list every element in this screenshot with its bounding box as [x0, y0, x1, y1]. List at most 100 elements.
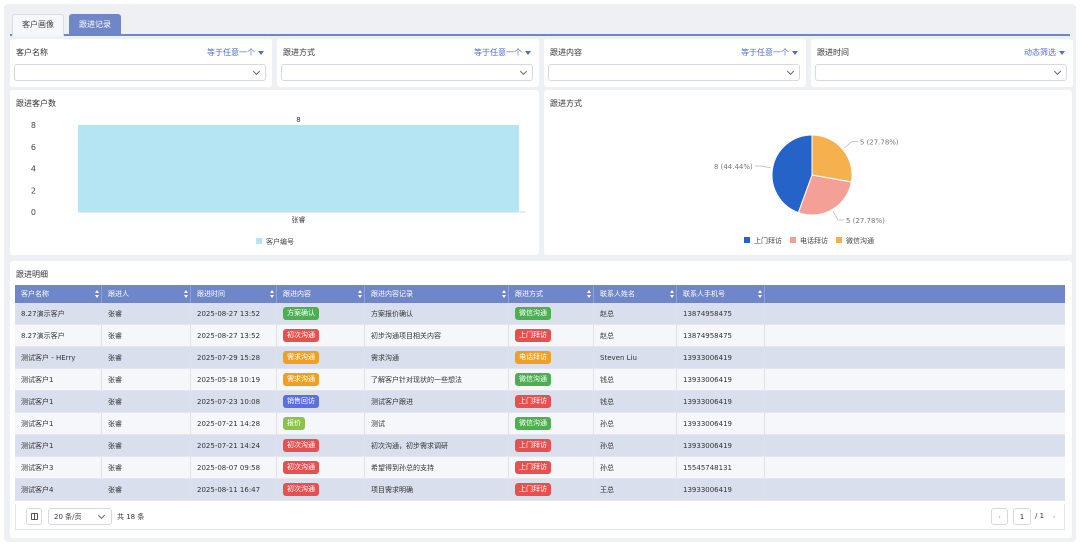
page-size-select[interactable]: 20 条/页: [48, 508, 112, 525]
table-row[interactable]: 测试客户1 张睿 2025-05-18 10:19 需求沟通 了解客户针对现状的一些想法…: [15, 369, 1065, 391]
col-time: 2025-07-21 14:24: [191, 435, 277, 456]
col-time: 2025-07-23 10:08: [191, 391, 277, 412]
y-tick-label: 6: [31, 143, 36, 152]
header-col-time[interactable]: 跟进时间: [191, 285, 277, 303]
row-filler: [765, 457, 1065, 478]
header-col-owner[interactable]: 跟进人: [102, 285, 191, 303]
header-col-content[interactable]: 跟进内容: [277, 285, 365, 303]
filter-select[interactable]: [281, 64, 533, 81]
header-col-method[interactable]: 跟进方式: [509, 285, 594, 303]
cell-text: 赵总: [600, 309, 614, 318]
filter-select[interactable]: [548, 64, 800, 81]
col-method: 上门拜访: [509, 457, 594, 478]
col-time: 2025-07-29 15:28: [191, 347, 277, 368]
prev-page-button[interactable]: ‹: [991, 508, 1008, 525]
cell-text: Steven Liu: [600, 353, 637, 362]
cell-text: 钱总: [600, 397, 614, 406]
method-tag: 上门拜访: [515, 483, 551, 496]
header-col-contact-phone[interactable]: 联系人手机号: [677, 285, 765, 303]
col-time: 2025-08-27 13:52: [191, 325, 277, 346]
col-method: 上门拜访: [509, 391, 594, 412]
row-filler: [765, 369, 1065, 390]
table-header-row: 客户名称 跟进人 跟进时间 跟进内容 跟进内容记录 跟进方式 联系人姓名 联系人手机号: [15, 285, 1065, 303]
table-row[interactable]: 8.27演示客户 张睿 2025-08-27 13:52 方案确认 方案报价确认 微信沟通…: [15, 303, 1065, 325]
filter-select[interactable]: [815, 64, 1067, 81]
next-page-button[interactable]: ›: [1047, 508, 1061, 525]
cell-text: 初次沟通，初步需求调研: [371, 441, 448, 450]
cell-text: 项目需求明确: [371, 485, 413, 494]
y-tick-label: 2: [31, 186, 36, 195]
cell-text: 赵总: [600, 331, 614, 340]
col-content: 需求沟通: [277, 369, 365, 390]
col-content: 初次沟通: [277, 325, 365, 346]
col-owner: 张睿: [102, 391, 191, 412]
col-method: 上门拜访: [509, 325, 594, 346]
col-method: 电话拜访: [509, 347, 594, 368]
header-col-record[interactable]: 跟进内容记录: [365, 285, 509, 303]
col-content: 初次沟通: [277, 479, 365, 500]
method-tag: 上门拜访: [515, 329, 551, 342]
filter-select[interactable]: [14, 64, 266, 81]
content-tag: 销售回访: [283, 395, 319, 408]
cell-text: 2025-08-27 13:52: [197, 331, 261, 340]
filter-label: 跟进时间: [817, 48, 849, 57]
filter-operator-label: 等于任意一个: [741, 48, 789, 57]
table-row[interactable]: 测试客户1 张睿 2025-07-23 10:08 销售回访 测试客户跟进 上门拜访 钱总 1…: [15, 391, 1065, 413]
cell-text: 2025-07-21 14:24: [197, 441, 261, 450]
table-row[interactable]: 8.27演示客户 张睿 2025-08-27 13:52 初次沟通 初步沟通项目相关内容…: [15, 325, 1065, 347]
cell-text: 测试客户跟进: [371, 397, 413, 406]
col-time: 2025-08-11 16:47: [191, 479, 277, 500]
col-content: 方案确认: [277, 303, 365, 324]
header-col-contact-name[interactable]: 联系人姓名: [594, 285, 677, 303]
cell-text: 13933006419: [683, 397, 732, 406]
col-owner: 张睿: [102, 457, 191, 478]
cell-text: 钱总: [600, 375, 614, 384]
method-tag: 微信沟通: [515, 373, 551, 386]
legend-swatch: [790, 237, 796, 243]
col-record: 初步沟通项目相关内容: [365, 325, 509, 346]
table-row[interactable]: 测试客户1 张睿 2025-07-21 14:28 报价 测试 微信沟通 孙总 1393300…: [15, 413, 1065, 435]
filter-operator-dropdown[interactable]: 等于任意一个: [741, 47, 798, 58]
chevron-down-icon: [1053, 67, 1062, 76]
col-contact-name: 孙总: [594, 413, 677, 434]
col-record: 了解客户针对现状的一些想法: [365, 369, 509, 390]
header-label: 跟进人: [108, 290, 129, 298]
cell-text: 测试客户 - HErry: [21, 353, 76, 362]
filter-operator-label: 动态筛选: [1024, 48, 1056, 57]
filter-operator-dropdown[interactable]: 动态筛选: [1024, 47, 1065, 58]
content-tag: 初次沟通: [283, 439, 319, 452]
col-contact-phone: 13933006419: [677, 347, 765, 368]
cell-text: 13874958475: [683, 331, 732, 340]
header-col-customer-name[interactable]: 客户名称: [15, 285, 102, 303]
cell-text: 测试客户1: [21, 397, 54, 406]
tab-customer-profile[interactable]: 客户画像: [12, 14, 64, 36]
cell-text: 13933006419: [683, 485, 732, 494]
col-time: 2025-05-18 10:19: [191, 369, 277, 390]
cell-text: 孙总: [600, 441, 614, 450]
filter-operator-dropdown[interactable]: 等于任意一个: [207, 47, 264, 58]
cell-text: 15545748131: [683, 463, 732, 472]
legend-label: 微信沟通: [846, 236, 874, 245]
cell-text: 8.27演示客户: [21, 331, 65, 340]
cell-text: 王总: [600, 485, 614, 494]
current-page: 1: [1019, 512, 1025, 521]
table-row[interactable]: 测试客户4 张睿 2025-08-11 16:47 初次沟通 项目需求明确 上门拜访 王总 1…: [15, 479, 1065, 501]
tab-follow-up-records[interactable]: 跟进记录: [69, 14, 121, 36]
column-settings-button[interactable]: [26, 508, 42, 525]
page-number-input[interactable]: 1: [1013, 508, 1031, 525]
filter-operator-dropdown[interactable]: 等于任意一个: [474, 47, 531, 58]
col-time: 2025-08-07 09:58: [191, 457, 277, 478]
total-count: 共 18 条: [117, 513, 145, 521]
table-row[interactable]: 测试客户3 张睿 2025-08-07 09:58 初次沟通 希望得到孙总的支持 上门拜访…: [15, 457, 1065, 479]
panel-title: 跟进方式: [550, 99, 582, 108]
cell-text: 张睿: [108, 463, 122, 472]
legend-label: 客户编号: [266, 237, 294, 246]
cell-text: 张睿: [108, 309, 122, 318]
col-method: 微信沟通: [509, 303, 594, 324]
col-customer-name: 测试客户 - HErry: [15, 347, 102, 368]
legend-swatch: [256, 238, 262, 244]
filter-follow-time: 跟进时间 动态筛选: [811, 39, 1073, 87]
content-tag: 需求沟通: [283, 351, 319, 364]
table-row[interactable]: 测试客户1 张睿 2025-07-21 14:24 初次沟通 初次沟通，初步需求调研 上门…: [15, 435, 1065, 457]
table-row[interactable]: 测试客户 - HErry 张睿 2025-07-29 15:28 需求沟通 需求沟通 电话…: [15, 347, 1065, 369]
